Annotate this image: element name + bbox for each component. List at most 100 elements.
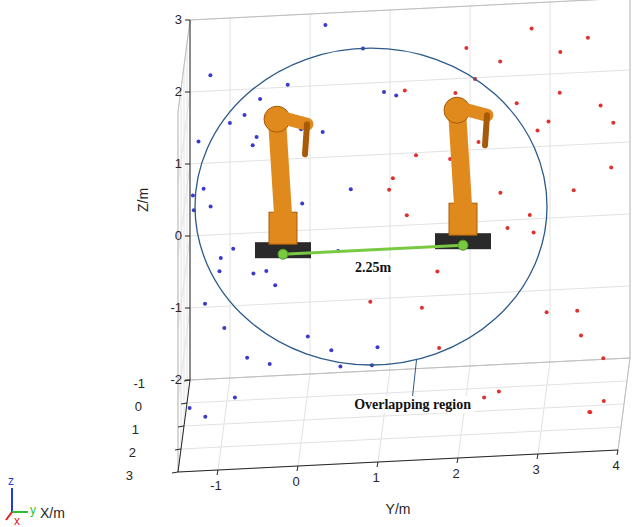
y-axis-title: Y/m [386, 501, 411, 517]
point [506, 226, 510, 230]
robot-wrist [485, 115, 487, 145]
grid-line [178, 380, 190, 472]
axes: -101234-10123-2-10123 [126, 12, 620, 493]
grid-line [630, 0, 631, 358]
z-tick [185, 236, 190, 237]
point [231, 247, 235, 251]
label-background [353, 259, 394, 276]
point [394, 93, 398, 97]
point [579, 333, 583, 337]
leader-line [413, 360, 417, 396]
z-tick-label: 0 [175, 228, 182, 243]
y-tick-label: 4 [612, 458, 619, 473]
point [349, 187, 353, 191]
point [482, 396, 486, 400]
y-tick [457, 458, 458, 463]
grid-line [230, 18, 231, 378]
y-axis-line [178, 450, 618, 472]
point [321, 130, 325, 134]
point [219, 256, 223, 260]
z-axis-line [190, 20, 191, 380]
z-tick-label: 3 [175, 12, 182, 27]
point [306, 335, 310, 339]
points [188, 23, 616, 419]
robots [255, 97, 491, 258]
point [188, 406, 192, 410]
point [420, 306, 424, 310]
point [530, 26, 534, 30]
robot-base-point [278, 249, 288, 259]
z-tick-label: -1 [170, 300, 182, 315]
triad-label: x [14, 514, 20, 527]
point [209, 205, 213, 209]
point [547, 120, 551, 124]
point [414, 153, 418, 157]
robot-upper-arm [457, 107, 487, 115]
z-tick-label: -2 [170, 372, 182, 387]
point [203, 302, 207, 306]
triad-axis [11, 488, 13, 512]
triad-label: z [8, 474, 14, 488]
z-axis-title: Z/m [135, 188, 151, 212]
grid-line [310, 14, 311, 374]
frame-edge [618, 358, 630, 450]
point [453, 91, 457, 95]
point [545, 310, 549, 314]
y-tick [297, 466, 298, 471]
point [233, 396, 237, 400]
point [602, 399, 606, 403]
x-tick [175, 449, 181, 450]
frame [178, 0, 630, 472]
robot [255, 106, 311, 258]
point [255, 135, 259, 139]
robot-lower-arm [457, 110, 463, 205]
axis-triad: z yx [6, 474, 36, 527]
point [575, 309, 579, 313]
overlap-region: Overlapping region [195, 48, 547, 413]
y-tick-label: 2 [452, 466, 459, 481]
y-tick [217, 470, 218, 475]
point [382, 90, 386, 94]
grid [178, 0, 630, 472]
walls [178, 0, 630, 472]
triad-label: y [30, 503, 36, 517]
point [498, 191, 502, 195]
point [258, 97, 262, 101]
frame-edge [190, 0, 630, 20]
point [558, 91, 562, 95]
y-tick [537, 454, 538, 459]
point [376, 345, 380, 349]
point [218, 269, 222, 273]
point [536, 129, 540, 133]
x-tick [184, 380, 190, 381]
grid-line [181, 427, 621, 449]
point [558, 50, 562, 54]
grid-line [184, 66, 185, 426]
x-axis-line [178, 380, 190, 472]
robot [435, 97, 491, 249]
point [515, 101, 519, 105]
z-tick-label: 1 [175, 156, 182, 171]
grid-line [178, 450, 618, 472]
x-tick [172, 472, 178, 473]
measurement: 2.25m [278, 240, 468, 276]
point [601, 356, 605, 360]
point [497, 390, 501, 394]
point [368, 300, 372, 304]
triad-axis [6, 512, 12, 520]
x-tick [178, 426, 184, 427]
grid-line [550, 2, 551, 362]
point [403, 88, 407, 92]
grid-line [190, 70, 630, 92]
distance-line [283, 245, 463, 254]
point [387, 188, 391, 192]
z-tick [185, 308, 190, 309]
point [405, 213, 409, 217]
triad-axis [12, 511, 28, 513]
grid-line [190, 0, 630, 20]
point [202, 187, 206, 191]
point [586, 36, 590, 40]
grid-line [190, 214, 630, 236]
point [587, 410, 591, 414]
y-tick-label: 0 [292, 474, 299, 489]
